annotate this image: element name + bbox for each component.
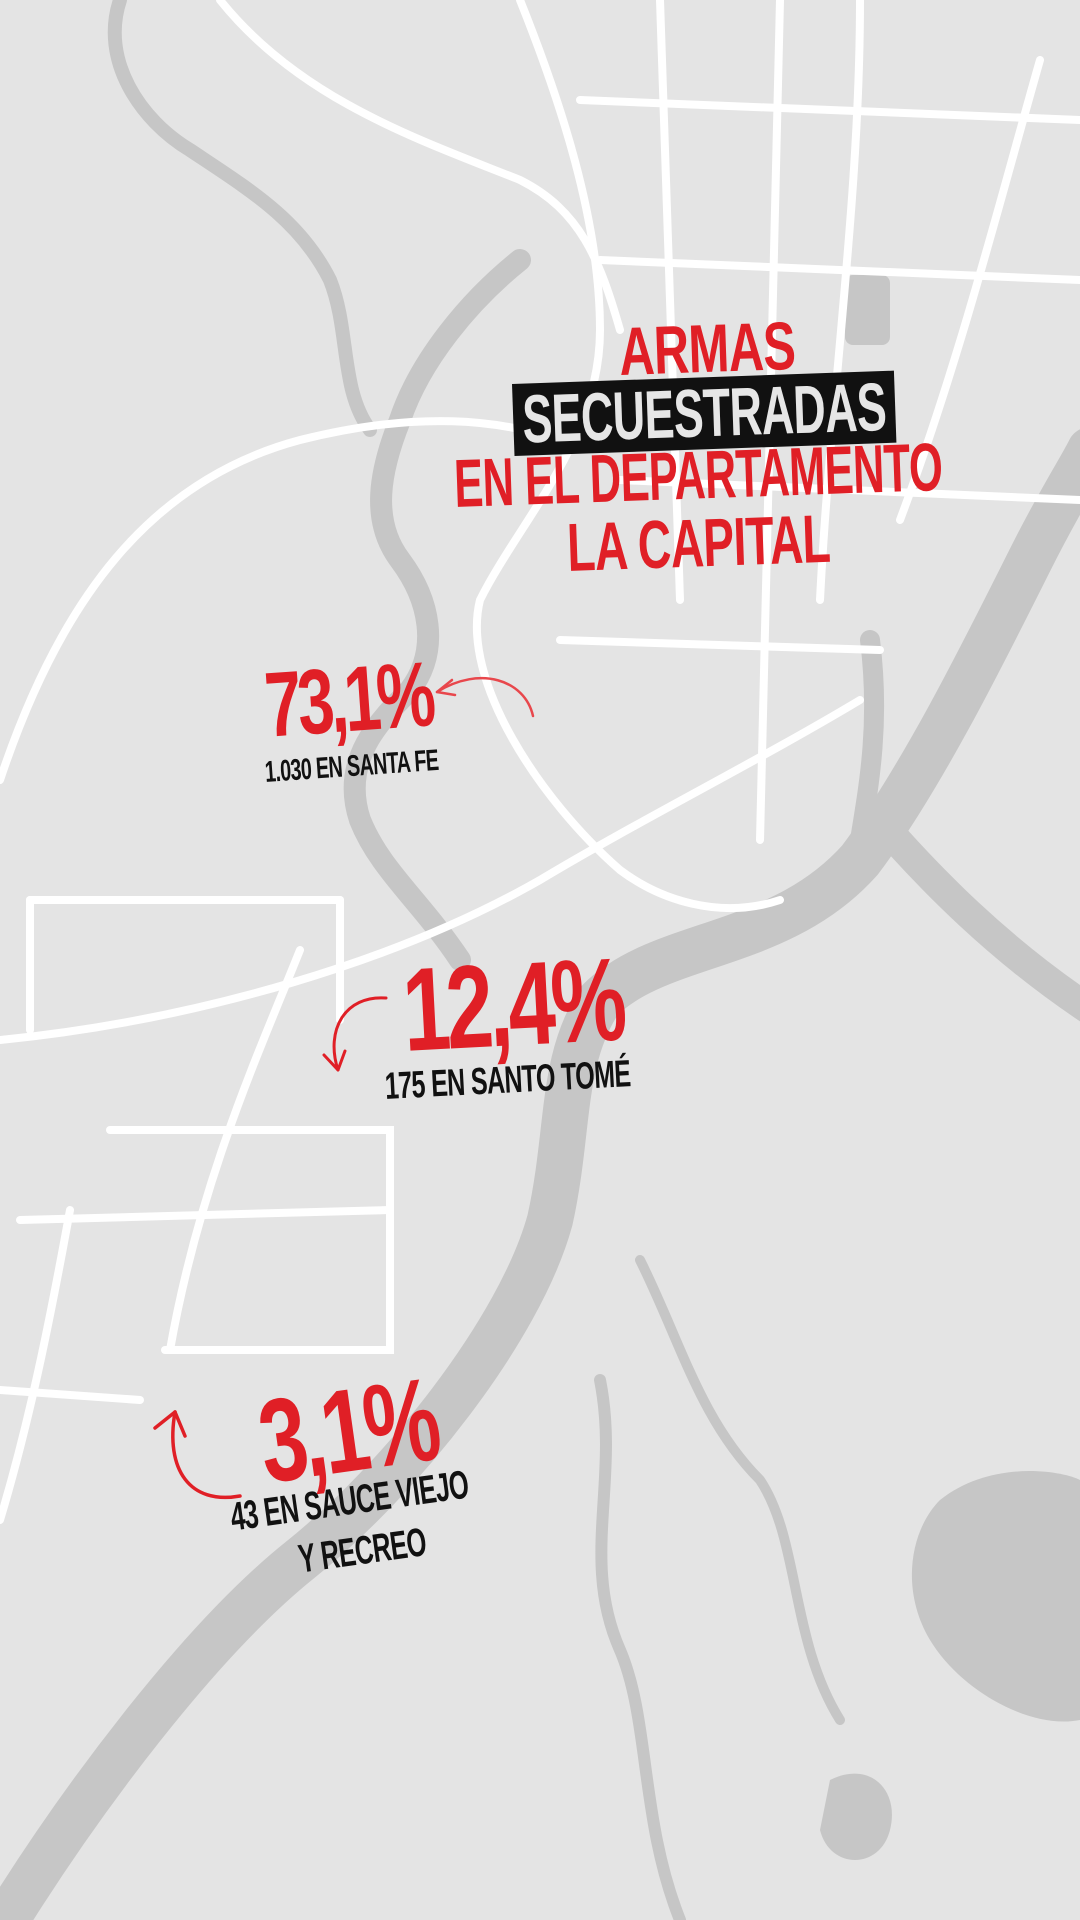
road-sw-2 <box>0 1386 144 1404</box>
street-h4 <box>556 636 884 654</box>
street-h1 <box>576 96 1080 124</box>
road-block-2 <box>16 1206 394 1224</box>
roads <box>0 0 1080 1524</box>
lakes <box>820 275 1080 1860</box>
road-sw <box>166 946 304 1354</box>
creek-south <box>594 1374 686 1920</box>
creek-north <box>107 0 377 437</box>
avenue-1 <box>472 0 784 913</box>
lake-east <box>911 1471 1080 1722</box>
river-west <box>343 249 531 971</box>
bridge-road <box>0 696 864 1044</box>
street-h3 <box>616 476 1080 504</box>
lake-south <box>820 1773 892 1860</box>
river-channel <box>850 630 885 850</box>
highway-north <box>216 0 624 334</box>
stat-percent-santo-tome: 12,4% <box>399 933 626 1077</box>
creek-south-2 <box>635 1255 845 1725</box>
street-h2 <box>596 256 1080 284</box>
avenue-4 <box>816 0 864 604</box>
road-block-1 <box>106 1126 394 1354</box>
river-branch-east <box>855 795 1080 1022</box>
ring-road <box>0 417 564 784</box>
title-line-capital: LA CAPITAL <box>565 500 832 586</box>
lake-city <box>845 275 890 345</box>
road-west <box>0 1206 74 1524</box>
main-river <box>0 429 1080 1920</box>
stat-percent-santa-fe: 73,1% <box>261 643 435 757</box>
